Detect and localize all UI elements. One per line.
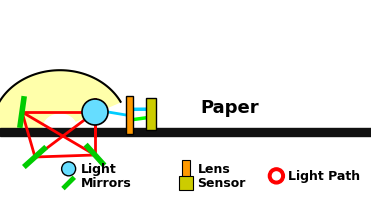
Circle shape: [272, 172, 280, 180]
Circle shape: [82, 100, 108, 125]
Bar: [126, 97, 133, 134]
Text: Sensor: Sensor: [197, 177, 246, 189]
Text: Paper: Paper: [201, 99, 259, 116]
Polygon shape: [0, 71, 121, 128]
Bar: [181, 160, 190, 178]
Bar: [146, 99, 156, 130]
Text: Lens: Lens: [197, 163, 230, 175]
Bar: [0, 128, 371, 136]
Circle shape: [268, 168, 285, 184]
Text: Light Path: Light Path: [288, 170, 361, 182]
Text: Light: Light: [81, 163, 116, 175]
Text: Mirrors: Mirrors: [81, 177, 131, 189]
Circle shape: [62, 162, 76, 176]
Bar: [178, 176, 193, 190]
